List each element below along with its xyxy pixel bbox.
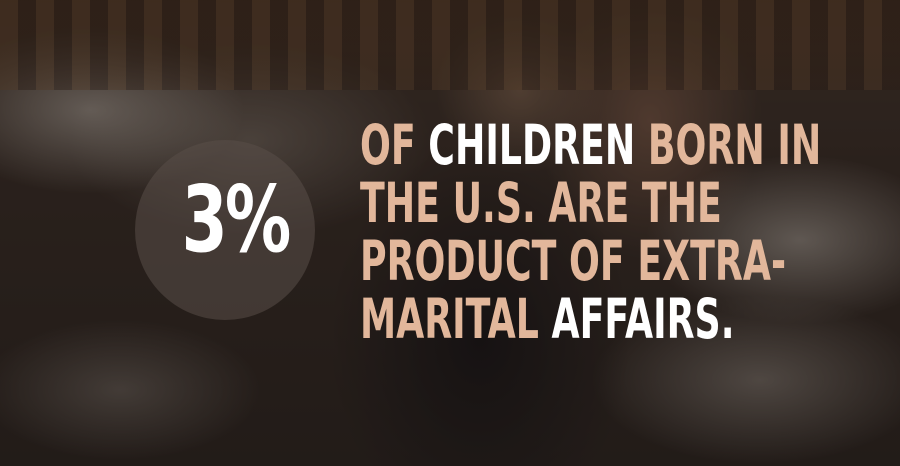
fact-line-4: MARITAL AFFAIRS. <box>360 287 734 351</box>
fact-line-3: PRODUCT OF EXTRA- <box>360 232 786 290</box>
fact-text: OF CHILDREN BORN IN THE U.S. ARE THE PRO… <box>360 113 821 351</box>
fact-segment: THE U.S. ARE THE <box>360 171 722 235</box>
percent-value: 3% <box>181 166 292 273</box>
fact-segment: PRODUCT OF EXTRA- <box>360 229 787 293</box>
percent-circle <box>135 140 315 320</box>
fact-line-2: THE U.S. ARE THE <box>360 174 730 232</box>
fact-segment: BORN IN <box>635 113 822 177</box>
fact-line-1: OF CHILDREN BORN IN <box>360 113 821 177</box>
fact-segment-highlight: CHILDREN <box>428 113 636 177</box>
fact-segment-highlight: AFFAIRS. <box>551 287 735 351</box>
fact-segment: MARITAL <box>360 287 552 351</box>
fact-segment: OF <box>360 113 429 177</box>
